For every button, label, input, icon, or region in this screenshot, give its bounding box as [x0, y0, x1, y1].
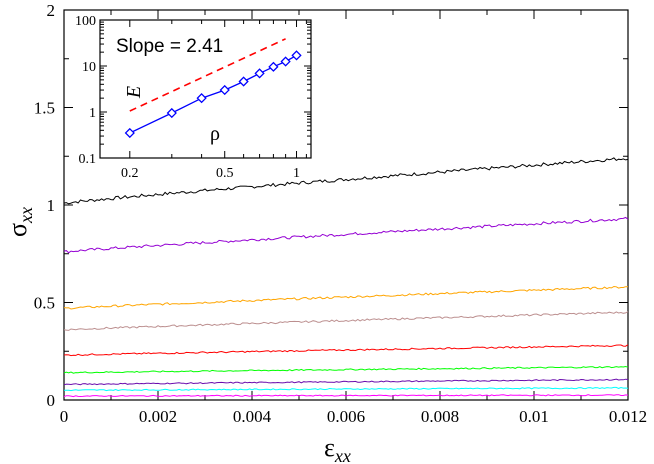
inset-x-tick-label: 1	[293, 166, 300, 181]
inset-slope-annotation: Slope = 2.41	[116, 36, 223, 57]
inset-plot: 0.2 0.5 1 0.1 1 10 100 Slope = 2.41 ρ E	[75, 14, 312, 181]
series-line-rho-0-4	[63, 378, 629, 386]
y-tick-label: 1	[47, 196, 56, 215]
inset-data-point	[124, 127, 135, 139]
inset-y-axis-title: E	[123, 86, 145, 99]
inset-series	[124, 38, 302, 139]
inset-x-tick-label: 0.5	[216, 166, 234, 181]
x-tick-label: 0.006	[327, 407, 365, 426]
series-line-rho-1-0	[63, 157, 629, 205]
series-line-rho-0-3	[63, 386, 629, 392]
inset-slope-guide	[129, 38, 286, 112]
series-line-rho-0-5	[63, 365, 629, 374]
series-line-rho-0-7	[63, 311, 629, 331]
inset-data-point	[280, 56, 291, 67]
x-tick-label: 0.004	[233, 407, 272, 426]
inset-data-point	[291, 50, 302, 61]
x-tick-label: 0.008	[421, 407, 459, 426]
inset-x-axis-title: ρ	[210, 123, 220, 145]
x-tick-label: 0.01	[519, 407, 549, 426]
inset-data-point	[238, 76, 249, 87]
series-line-rho-0-2	[63, 394, 629, 398]
main-series	[63, 157, 629, 398]
inset-y-tick-label: 100	[75, 14, 96, 29]
y-tick-label: 1.5	[34, 99, 55, 118]
y-tick-label: 2	[47, 1, 56, 20]
x-tick-label: 0	[60, 407, 69, 426]
inset-data-point	[219, 84, 230, 96]
inset-x-tick-label: 0.2	[121, 166, 139, 181]
y-tick-label: 0.5	[34, 294, 55, 313]
inset-data-point	[196, 93, 207, 104]
inset-y-tick-label: 10	[82, 60, 96, 75]
series-line-rho-0-9	[63, 216, 629, 254]
x-tick-label: 0.002	[139, 407, 177, 426]
series-line-rho-0-8	[63, 285, 629, 310]
inset-data-point	[254, 68, 265, 79]
inset-y-tick-label: 0.1	[79, 152, 97, 167]
y-tick-label: 0	[47, 391, 56, 410]
inset-y-tick-label: 1	[89, 106, 96, 121]
x-axis-title: εxx	[324, 433, 351, 464]
inset-data-point	[166, 107, 177, 119]
inset-tick-labels: 0.2 0.5 1 0.1 1 10 100	[75, 14, 300, 181]
inset-ticks	[100, 20, 311, 159]
inset-data-point	[268, 61, 279, 72]
main-tick-labels: 0 0.002 0.004 0.006 0.008 0.01 0.012 0 0.5 1 1.5 2	[34, 1, 647, 426]
y-axis-title: σxx	[3, 207, 36, 237]
series-line-rho-0-6	[63, 344, 629, 357]
x-tick-label: 0.012	[609, 407, 647, 426]
